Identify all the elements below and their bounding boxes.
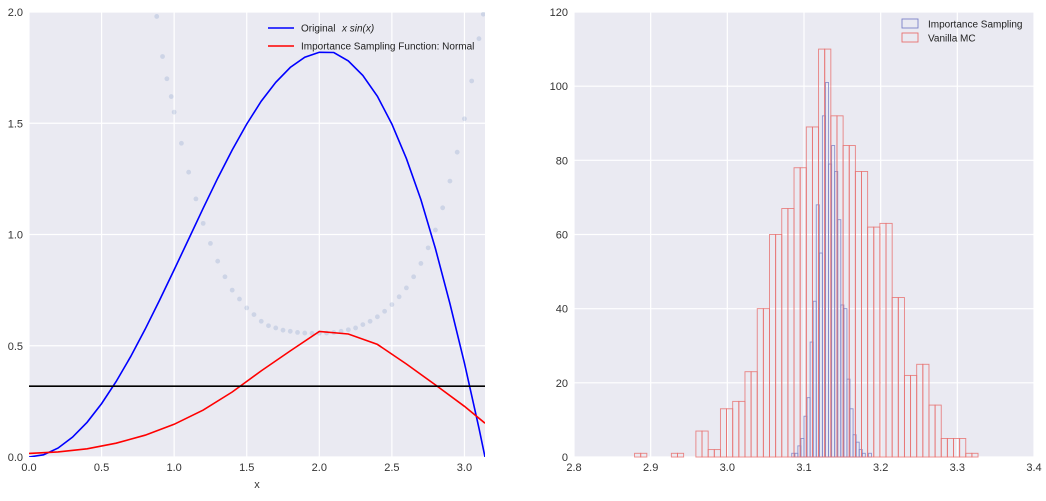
scatter-point <box>258 318 264 324</box>
y-tick-label: 40 <box>556 304 568 316</box>
histogram-bin <box>701 430 709 458</box>
scatter-point <box>160 54 165 59</box>
histogram-bin <box>677 452 685 458</box>
scatter-point <box>229 287 235 293</box>
legend-swatch <box>901 32 919 43</box>
y-tick-label: 100 <box>550 81 568 93</box>
y-tick-label: 80 <box>556 155 568 167</box>
scatter-point <box>154 14 160 19</box>
x-tick-label: 0.5 <box>94 462 109 474</box>
histogram-bin <box>959 438 967 458</box>
scatter-point <box>480 12 485 17</box>
scatter-point <box>469 78 475 84</box>
scatter-point <box>425 245 431 251</box>
scatter-point <box>418 261 424 266</box>
legend-math-label: x sin(x) <box>341 24 374 35</box>
scatter-point <box>440 205 446 211</box>
x-tick-label: 3.3 <box>950 462 965 474</box>
scatter-point <box>374 314 380 320</box>
legend-label: Importance Sampling Function: Normal <box>301 42 474 53</box>
y-tick-label: 0 <box>562 452 568 464</box>
scatter-point <box>389 302 395 307</box>
y-tick-label: 20 <box>556 378 568 390</box>
histogram-bin <box>934 404 942 458</box>
x-tick-label: 3.0 <box>720 462 735 474</box>
scatter-point <box>360 322 366 328</box>
scatter-point <box>295 330 300 335</box>
x-tick-label: 1.5 <box>239 462 254 474</box>
scatter-point <box>273 325 279 331</box>
scatter-point <box>244 305 250 311</box>
legend-label: Vanilla MC <box>928 34 976 45</box>
histogram-bin <box>971 452 979 458</box>
histogram-bin <box>640 452 648 458</box>
x-tick-label: 3.4 <box>1026 462 1041 474</box>
scatter-point <box>454 149 460 155</box>
y-tick-label: 0.5 <box>8 341 23 353</box>
scatter-point <box>251 312 257 317</box>
x-tick-label: 2.5 <box>384 462 399 474</box>
scatter-point <box>280 327 286 333</box>
scatter-point <box>396 294 402 300</box>
scatter-point <box>215 258 221 264</box>
scatter-point <box>302 330 308 336</box>
scatter-point <box>476 36 482 42</box>
original-curve <box>29 51 485 457</box>
scatter-point <box>200 220 206 226</box>
y-tick-label: 60 <box>556 230 568 242</box>
scatter-point <box>186 169 192 175</box>
legend-label: Original <box>301 24 335 35</box>
legend-swatch <box>901 18 919 29</box>
scatter-point <box>462 116 467 122</box>
left-plot-marks <box>29 12 485 457</box>
scatter-point <box>433 227 438 233</box>
scatter-point <box>164 76 170 82</box>
scatter-point <box>345 327 351 333</box>
scatter-point <box>367 318 373 324</box>
y-tick-label: 1.5 <box>8 118 23 130</box>
y-tick-label: 1.0 <box>8 230 23 242</box>
scatter-point <box>171 109 177 115</box>
y-tick-label: 0.0 <box>8 452 23 464</box>
scatter-point <box>168 94 174 99</box>
scatter-point <box>287 328 293 334</box>
x-tick-label: 2.8 <box>566 462 581 474</box>
y-tick-label: 2.0 <box>8 7 23 19</box>
left-plot: 0.0 0.5 1.0 1.5 2.0 2.5 3.0 0.0 0.5 1.0 1.5 2.0 x Ori… <box>8 7 485 491</box>
vanilla-mc-histogram <box>634 48 979 458</box>
x-tick-label: 0.0 <box>21 462 36 474</box>
x-tick-label: 3.0 <box>457 462 472 474</box>
scatter-point <box>237 296 242 302</box>
scatter-point <box>403 285 409 291</box>
scatter-point <box>382 308 388 314</box>
scatter-point <box>411 274 417 280</box>
scatter-point <box>447 178 453 184</box>
scatter-point <box>179 140 184 146</box>
legend: Original Importance Sampling Function: No… <box>268 24 474 53</box>
scatter-point <box>353 325 358 331</box>
scatter-point <box>309 330 315 336</box>
scatter-point <box>222 274 228 280</box>
scatter-point <box>266 323 271 329</box>
x-tick-label: 2.9 <box>643 462 658 474</box>
legend: Importance Sampling Vanilla MC <box>901 18 1023 45</box>
scatter-point <box>208 241 213 246</box>
x-axis-label: x <box>254 479 260 491</box>
x-tick-label: 2.0 <box>312 462 327 474</box>
x-tick-label: 3.2 <box>873 462 888 474</box>
scatter-point <box>193 196 199 202</box>
legend-label: Importance Sampling <box>928 20 1023 31</box>
right-plot: 2.8 2.9 3.0 3.1 3.2 3.3 3.4 0 20 40 60 80 100 120 Impo… <box>550 7 1042 474</box>
normal-importance-curve <box>29 330 485 455</box>
x-tick-label: 1.0 <box>167 462 182 474</box>
y-tick-label: 120 <box>550 7 568 19</box>
x-tick-label: 3.1 <box>796 462 811 474</box>
